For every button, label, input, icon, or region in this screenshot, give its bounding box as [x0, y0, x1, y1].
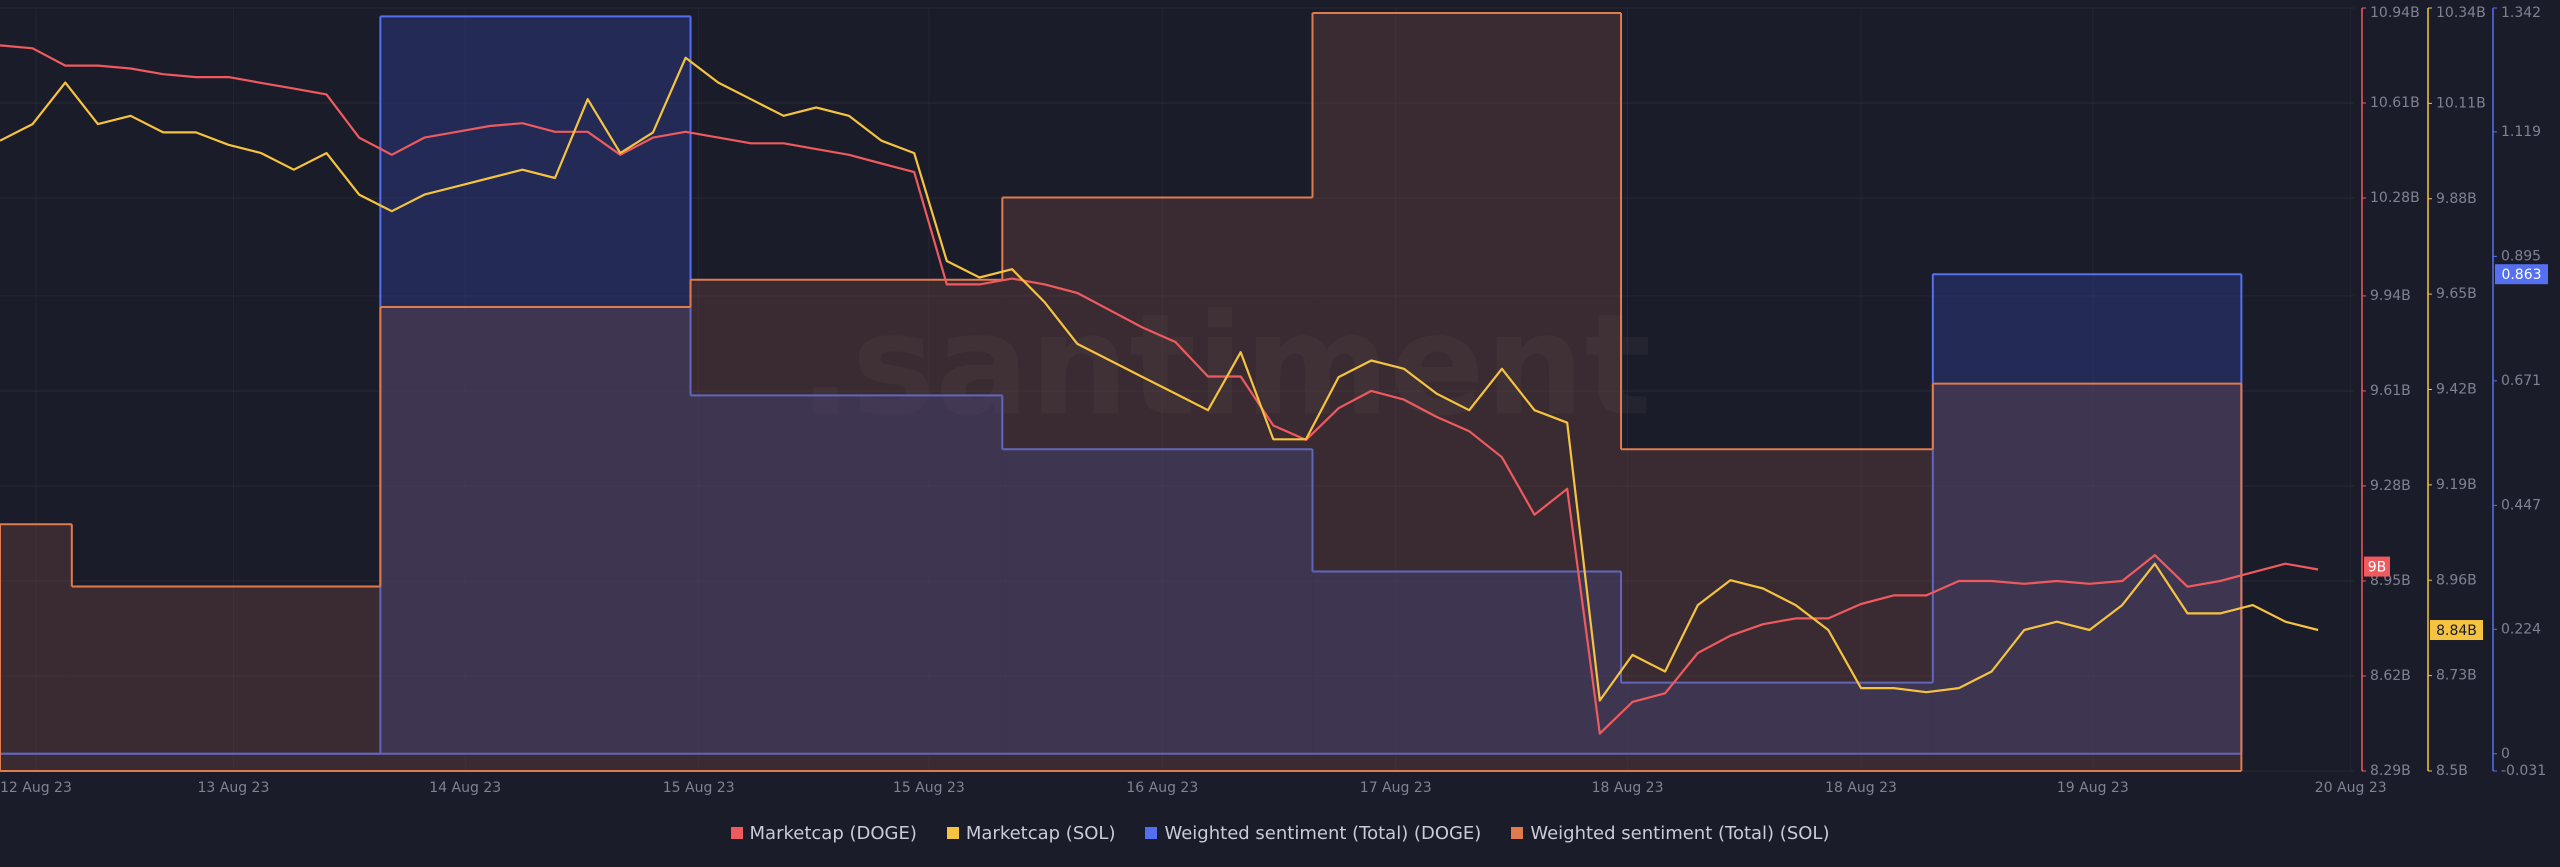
- step-area: [1621, 682, 1933, 754]
- legend-item[interactable]: Weighted sentiment (Total) (DOGE): [1145, 823, 1481, 844]
- x-tick-label: 16 Aug 23: [1126, 780, 1198, 796]
- y-tick-label: 10.61B: [2370, 95, 2420, 111]
- legend-label: Weighted sentiment (Total) (SOL): [1530, 822, 1830, 844]
- legend-swatch: [946, 827, 959, 839]
- x-tick-label: 20 Aug 23: [2315, 780, 2387, 796]
- y-tick-label: 10.11B: [2436, 95, 2486, 111]
- x-tick-label: 14 Aug 23: [429, 780, 501, 796]
- step-area: [690, 395, 1003, 754]
- step-area: [690, 279, 1003, 771]
- value-badge-label: 0.863: [2501, 267, 2541, 283]
- value-badge: [2364, 556, 2390, 577]
- step-area: [1312, 13, 1622, 771]
- y-tick-label: 9.42B: [2436, 382, 2477, 398]
- series-line: [0, 44, 2319, 735]
- legend-swatch: [1511, 827, 1524, 839]
- y-tick-label: 10.34B: [2436, 5, 2486, 21]
- step-area: [1312, 571, 1622, 754]
- value-badge-label: 9B: [2368, 560, 2387, 576]
- legend-label: Marketcap (DOGE): [749, 822, 917, 844]
- legend: Marketcap (DOGE) Marketcap (SOL) Weighted …: [0, 818, 2560, 848]
- y-tick-label: 0.224: [2501, 621, 2541, 637]
- step-area: [71, 586, 381, 771]
- y-tick-label: 10.94B: [2370, 5, 2420, 21]
- y-tick-label: 8.73B: [2436, 668, 2477, 684]
- y-tick-label: 8.5B: [2436, 763, 2468, 779]
- y-tick-label: 1.119: [2501, 124, 2541, 140]
- y-tick-label: 0: [2501, 746, 2510, 762]
- x-tick-label: 18 Aug 23: [1592, 780, 1664, 796]
- y-tick-label: 9.28B: [2370, 478, 2411, 494]
- y-tick-label: 1.342: [2501, 5, 2541, 21]
- legend-label: Marketcap (SOL): [965, 822, 1116, 844]
- y-tick-label: 9.61B: [2370, 383, 2411, 399]
- legend-item[interactable]: Marketcap (SOL): [946, 822, 1116, 844]
- legend-swatch: [730, 827, 743, 839]
- step-area: [1932, 274, 2242, 754]
- y-tick-label: 8.95B: [2370, 573, 2411, 589]
- x-tick-label: 19 Aug 23: [2057, 780, 2129, 796]
- x-tick-label: 12 Aug 23: [0, 780, 72, 796]
- y-tick-label: 9.94B: [2370, 288, 2411, 304]
- x-tick-label: 18 Aug 23: [1825, 780, 1897, 796]
- y-tick-label: 9.19B: [2436, 477, 2477, 493]
- step-area: [380, 306, 691, 771]
- y-tick-label: 0.895: [2501, 248, 2541, 264]
- legend-swatch: [1145, 827, 1158, 839]
- y-tick-label: 10.28B: [2370, 190, 2420, 206]
- x-tick-label: 15 Aug 23: [663, 780, 735, 796]
- value-badge-label: 8.84B: [2436, 623, 2477, 639]
- y-tick-label: 0.671: [2501, 373, 2541, 389]
- value-badge: [2430, 620, 2483, 641]
- y-tick-label: 8.62B: [2370, 668, 2411, 684]
- y-tick-label: 9.65B: [2436, 286, 2477, 302]
- x-tick-label: 15 Aug 23: [893, 780, 965, 796]
- legend-label: Weighted sentiment (Total) (DOGE): [1164, 822, 1482, 844]
- y-tick-label: 8.29B: [2370, 763, 2411, 779]
- y-tick-label: 0.447: [2501, 497, 2541, 513]
- x-tick-label: 17 Aug 23: [1360, 780, 1432, 796]
- legend-item[interactable]: Marketcap (DOGE): [730, 822, 917, 844]
- series-line: [0, 56, 2319, 702]
- value-badge: [2495, 264, 2548, 285]
- y-tick-label: 8.96B: [2436, 572, 2477, 588]
- step-area: [1621, 449, 1933, 771]
- legend-item[interactable]: Weighted sentiment (Total) (SOL): [1511, 823, 1829, 844]
- step-area: [1002, 197, 1313, 771]
- x-tick-label: 13 Aug 23: [198, 780, 270, 796]
- y-tick-label: 9.88B: [2436, 191, 2477, 207]
- step-area: [1932, 383, 2242, 771]
- grid: [0, 7, 2354, 772]
- y-tick-label: -0.031: [2501, 763, 2546, 779]
- step-area: [1002, 449, 1313, 754]
- step-area: [0, 524, 72, 771]
- step-area: [380, 16, 691, 754]
